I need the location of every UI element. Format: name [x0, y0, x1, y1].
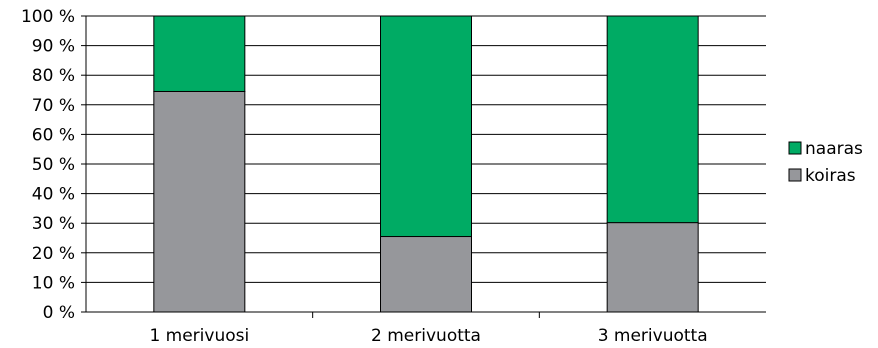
y-tick-label: 10 % [32, 273, 75, 293]
x-tick-label: 3 merivuotta [598, 326, 708, 346]
y-tick-label: 100 % [21, 7, 75, 27]
axes [81, 15, 766, 318]
legend-swatch-naaras [788, 141, 802, 155]
legend-label-naaras: naaras [805, 139, 863, 159]
legend: naaras koiras [788, 139, 863, 186]
y-tick-label: 90 % [32, 37, 75, 57]
bars [153, 15, 699, 313]
bar-segment-naaras [153, 15, 246, 92]
y-tick-label: 30 % [32, 214, 75, 234]
bar-segment-koiras [606, 222, 699, 313]
x-axis-tick-labels: 1 merivuosi 2 merivuotta 3 merivuotta [149, 326, 707, 346]
x-tick-label: 2 merivuotta [371, 326, 481, 346]
y-tick-label: 40 % [32, 185, 75, 205]
y-tick-label: 60 % [32, 125, 75, 145]
legend-label-koiras: koiras [805, 166, 856, 186]
y-tick-label: 50 % [32, 155, 75, 175]
x-tick-label: 1 merivuosi [149, 326, 249, 346]
bar-segment-koiras [153, 90, 246, 313]
legend-swatch-koiras [788, 168, 802, 182]
bar-segment-koiras [380, 236, 472, 313]
bar-segment-naaras [606, 15, 699, 224]
y-tick-label: 20 % [32, 244, 75, 264]
y-axis-tick-labels: 0 % 10 % 20 % 30 % 40 % 50 % 60 % 70 % 80 % 90 % 1… [21, 7, 75, 323]
y-tick-label: 0 % [43, 303, 75, 323]
y-tick-label: 80 % [32, 66, 75, 86]
y-tick-label: 70 % [32, 96, 75, 116]
bar-segment-naaras [380, 15, 472, 238]
